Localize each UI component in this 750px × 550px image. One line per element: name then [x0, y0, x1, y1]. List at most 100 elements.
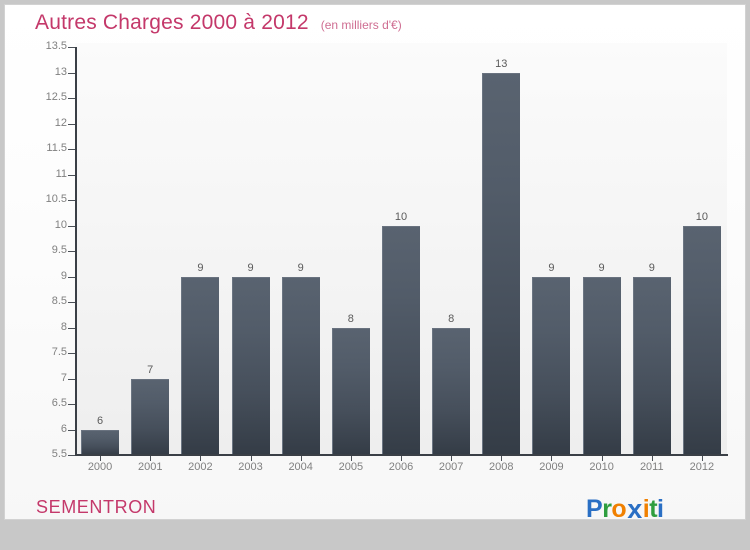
bar-2004[interactable] — [281, 276, 320, 455]
bar-2010[interactable] — [582, 276, 621, 455]
logo-letter-i-6: i — [657, 495, 664, 523]
x-axis-tick-label: 2005 — [338, 461, 364, 473]
y-axis-tick — [68, 455, 75, 456]
company-name: SEMENTRON — [36, 497, 157, 517]
x-axis-tick-label: 2001 — [137, 461, 163, 473]
logo-letter-P-0: P — [586, 495, 603, 523]
bar-value-label: 6 — [97, 414, 104, 427]
y-axis-tick-label: 12 — [54, 116, 67, 129]
x-axis-line — [75, 454, 728, 456]
bar-value-label: 9 — [297, 261, 304, 274]
y-axis-tick — [68, 429, 75, 431]
chart-footer: SEMENTRON Proxiti — [0, 494, 750, 550]
logo-letter-x-3: x — [627, 494, 642, 524]
y-axis-tick-label: 6.5 — [51, 397, 67, 409]
bar-value-label: 10 — [394, 210, 408, 223]
x-axis-tick — [250, 456, 252, 461]
y-axis-tick — [68, 98, 75, 99]
logo-letter-r-1: r — [602, 495, 612, 523]
x-axis-tick — [100, 456, 102, 461]
x-axis-tick — [551, 456, 553, 461]
x-axis-tick-label: 2009 — [539, 461, 564, 473]
y-axis-tick-label: 9 — [60, 269, 67, 282]
x-axis-tick-label: 2008 — [489, 461, 514, 473]
bar-value-label: 13 — [495, 57, 508, 70]
y-axis-tick-label: 13 — [54, 65, 67, 78]
y-axis-tick-label: 13.5 — [45, 40, 67, 52]
y-axis-tick — [68, 378, 75, 380]
bar-value-label: 7 — [147, 363, 154, 376]
x-axis-tick — [701, 456, 703, 461]
logo-letter-o-2: o — [611, 495, 627, 523]
bar-2009[interactable] — [532, 276, 571, 455]
x-axis-tick — [150, 456, 152, 461]
logo-letter-i-4: i — [642, 495, 650, 523]
chart-subtitle: (en milliers d'€) — [320, 18, 402, 32]
x-axis-tick-label: 2012 — [689, 461, 715, 473]
bar-value-label: 9 — [247, 261, 254, 274]
y-axis-tick — [68, 251, 75, 252]
chart-title: Autres Charges 2000 à 2012 — [35, 11, 309, 34]
x-axis-tick — [401, 456, 402, 461]
bar-2001[interactable] — [131, 378, 170, 455]
bar-2008[interactable] — [482, 72, 521, 455]
y-axis-tick-label: 7.5 — [51, 346, 67, 358]
y-axis-tick — [68, 72, 75, 74]
y-axis-tick-label: 11 — [55, 167, 67, 180]
y-axis-tick — [68, 123, 75, 125]
y-axis-tick-label: 11.5 — [46, 142, 67, 154]
y-axis-tick-label: 6 — [60, 422, 67, 435]
y-axis-tick — [68, 302, 75, 303]
y-axis-tick — [68, 404, 75, 405]
y-axis-tick-label: 5.5 — [51, 448, 67, 460]
y-axis-tick — [68, 225, 75, 227]
proxiti-logo[interactable]: Proxiti — [586, 493, 664, 524]
bar-value-label: 10 — [695, 210, 709, 223]
x-axis-tick-label: 2011 — [639, 461, 664, 473]
x-axis-tick — [451, 456, 453, 461]
y-axis-tick — [68, 149, 75, 150]
bar-value-label: 9 — [648, 261, 655, 274]
y-axis-tick — [68, 276, 75, 278]
bar-2012[interactable] — [682, 225, 721, 455]
x-axis-tick-label: 2003 — [238, 461, 263, 473]
chart-card: Autres Charges 2000 à 2012 (en milliers … — [4, 4, 746, 520]
x-axis-tick — [200, 456, 202, 461]
y-axis-tick — [68, 200, 75, 201]
y-axis-tick-label: 8 — [60, 320, 67, 333]
x-axis-tick — [501, 456, 503, 461]
bar-value-label: 9 — [197, 261, 204, 274]
x-axis-tick — [350, 456, 352, 461]
y-axis-tick — [68, 353, 75, 354]
bar-2005[interactable] — [331, 327, 370, 455]
x-axis-tick-label: 2002 — [188, 461, 213, 473]
bar-value-label: 8 — [347, 312, 354, 325]
bar-2000[interactable] — [81, 429, 120, 455]
bar-value-label: 8 — [448, 312, 455, 325]
y-axis-tick — [68, 47, 75, 48]
y-axis-tick-label: 12.5 — [45, 91, 67, 103]
bar-2011[interactable] — [632, 276, 671, 455]
y-axis-tick-label: 7 — [60, 371, 67, 384]
x-axis-tick-label: 2006 — [388, 461, 414, 473]
bar-2007[interactable] — [432, 327, 471, 455]
x-axis-tick — [651, 456, 653, 461]
y-axis-tick — [68, 327, 75, 329]
y-axis-tick-label: 8.5 — [51, 295, 67, 307]
x-axis-tick — [601, 456, 603, 461]
bar-2006[interactable] — [382, 225, 420, 455]
bar-value-label: 9 — [598, 261, 605, 274]
x-axis-tick-label: 2004 — [288, 461, 313, 473]
y-axis-tick-label: 10 — [54, 218, 67, 231]
y-axis-tick-label: 9.5 — [51, 244, 67, 256]
bar-2003[interactable] — [231, 276, 270, 455]
x-axis-tick — [300, 456, 302, 461]
bar-value-label: 9 — [548, 261, 555, 274]
chart-header: Autres Charges 2000 à 2012 (en milliers … — [5, 5, 747, 41]
y-axis-tick-label: 10.5 — [45, 193, 67, 205]
y-axis-line — [75, 47, 77, 456]
x-axis-tick-label: 2010 — [589, 461, 614, 473]
x-axis-tick-label: 2007 — [438, 461, 464, 473]
bar-2002[interactable] — [181, 276, 220, 455]
